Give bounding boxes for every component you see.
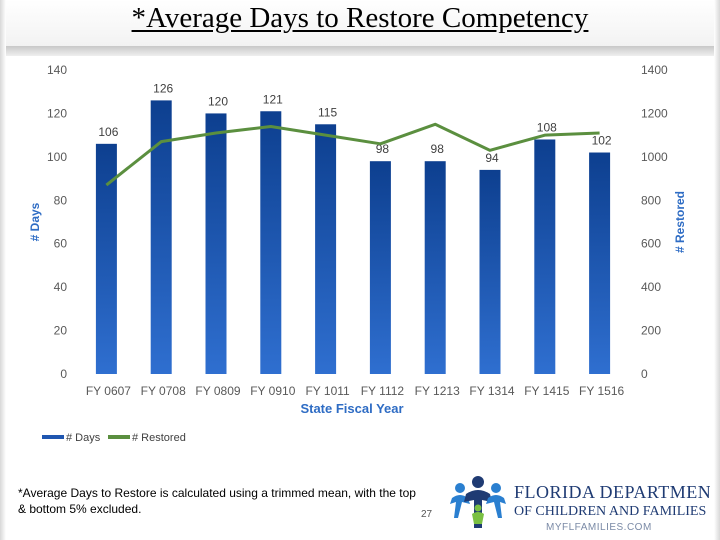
logo-line3: MYFLFAMILIES.COM (546, 522, 652, 533)
x-tick-label: FY 1213 (415, 384, 460, 398)
bar (95, 143, 117, 374)
y2-tick-label: 0 (641, 367, 648, 381)
line-series (105, 122, 600, 187)
legend-swatch-days (42, 435, 64, 439)
y-tick-label: 60 (54, 237, 68, 251)
y-tick-label: 20 (54, 324, 68, 338)
family-figures-icon (450, 476, 506, 528)
bar (205, 113, 227, 374)
legend-swatch-restored (108, 435, 130, 439)
logo-line1: FLORIDA DEPARTMENT (514, 482, 710, 502)
x-tick-label: FY 1011 (305, 384, 350, 398)
bar (315, 124, 337, 375)
y2-tick-label: 200 (641, 324, 661, 338)
left-border (0, 0, 6, 540)
right-border (714, 0, 720, 540)
restored-line (105, 122, 600, 187)
page-number: 27 (421, 509, 433, 520)
bar-data-label: 126 (153, 81, 173, 95)
bar-data-label: 106 (98, 125, 118, 139)
bar-data-label: 121 (263, 92, 283, 106)
y-tick-label: 140 (47, 63, 67, 77)
bar (534, 139, 556, 374)
x-tick-label: FY 1516 (579, 384, 624, 398)
dcf-logo: FLORIDA DEPARTMENT OF CHILDREN AND FAMIL… (450, 476, 710, 533)
y-axis-right: 0 200 400 600 800 1000 1200 1400 (641, 63, 668, 381)
bar (589, 152, 611, 374)
bar-data-label: 108 (537, 120, 557, 134)
legend: # Days # Restored (42, 432, 186, 444)
bar (369, 161, 391, 374)
x-axis-label: State Fiscal Year (300, 401, 403, 416)
slide-title: *Average Days to Restore Competency (131, 2, 589, 34)
logo-line2: OF CHILDREN AND FAMILIES (514, 504, 706, 519)
bar (479, 169, 501, 374)
footnote: *Average Days to Restore is calculated u… (18, 486, 416, 516)
y-tick-label: 40 (54, 280, 68, 294)
bar-data-label: 102 (592, 134, 612, 148)
x-tick-label: FY 0809 (195, 384, 240, 398)
y2-axis-label: # Restored (673, 191, 687, 253)
bar-data-label: 98 (376, 142, 390, 156)
bar (260, 111, 282, 374)
y-tick-label: 120 (47, 106, 67, 120)
title-band (0, 0, 720, 47)
y2-tick-label: 1400 (641, 63, 668, 77)
bar-data-label: 120 (208, 94, 228, 108)
y2-tick-label: 800 (641, 193, 661, 207)
y-tick-label: 100 (47, 150, 67, 164)
bar-series (95, 100, 611, 375)
bar-data-label: 94 (485, 151, 499, 165)
x-tick-label: FY 1112 (361, 384, 405, 398)
bar (424, 161, 446, 374)
bar (150, 100, 172, 375)
legend-label-days: # Days (66, 432, 101, 444)
y2-tick-label: 1000 (641, 150, 668, 164)
legend-label-restored: # Restored (132, 432, 186, 444)
bar-data-label: 98 (431, 142, 445, 156)
y2-tick-label: 600 (641, 237, 661, 251)
bar-data-label: 115 (318, 105, 337, 119)
y2-tick-label: 1200 (641, 106, 668, 120)
y-axis-label: # Days (28, 202, 42, 241)
y-axis-left: 0 20 40 60 80 100 120 140 (47, 63, 67, 381)
divider-band (0, 46, 720, 56)
y2-tick-label: 400 (641, 280, 661, 294)
bar-data-labels: 106 126 120 121 115 98 98 94 108 102 (98, 81, 612, 164)
x-axis: FY 0607 FY 0708 FY 0809 FY 0910 FY 1011 FY 11… (86, 384, 625, 398)
x-tick-label: FY 0708 (141, 384, 186, 398)
x-tick-label: FY 1415 (524, 384, 569, 398)
y-tick-label: 80 (54, 193, 68, 207)
x-tick-label: FY 0910 (250, 384, 295, 398)
y-tick-label: 0 (60, 367, 67, 381)
x-tick-label: FY 1314 (469, 384, 514, 398)
x-tick-label: FY 0607 (86, 384, 131, 398)
